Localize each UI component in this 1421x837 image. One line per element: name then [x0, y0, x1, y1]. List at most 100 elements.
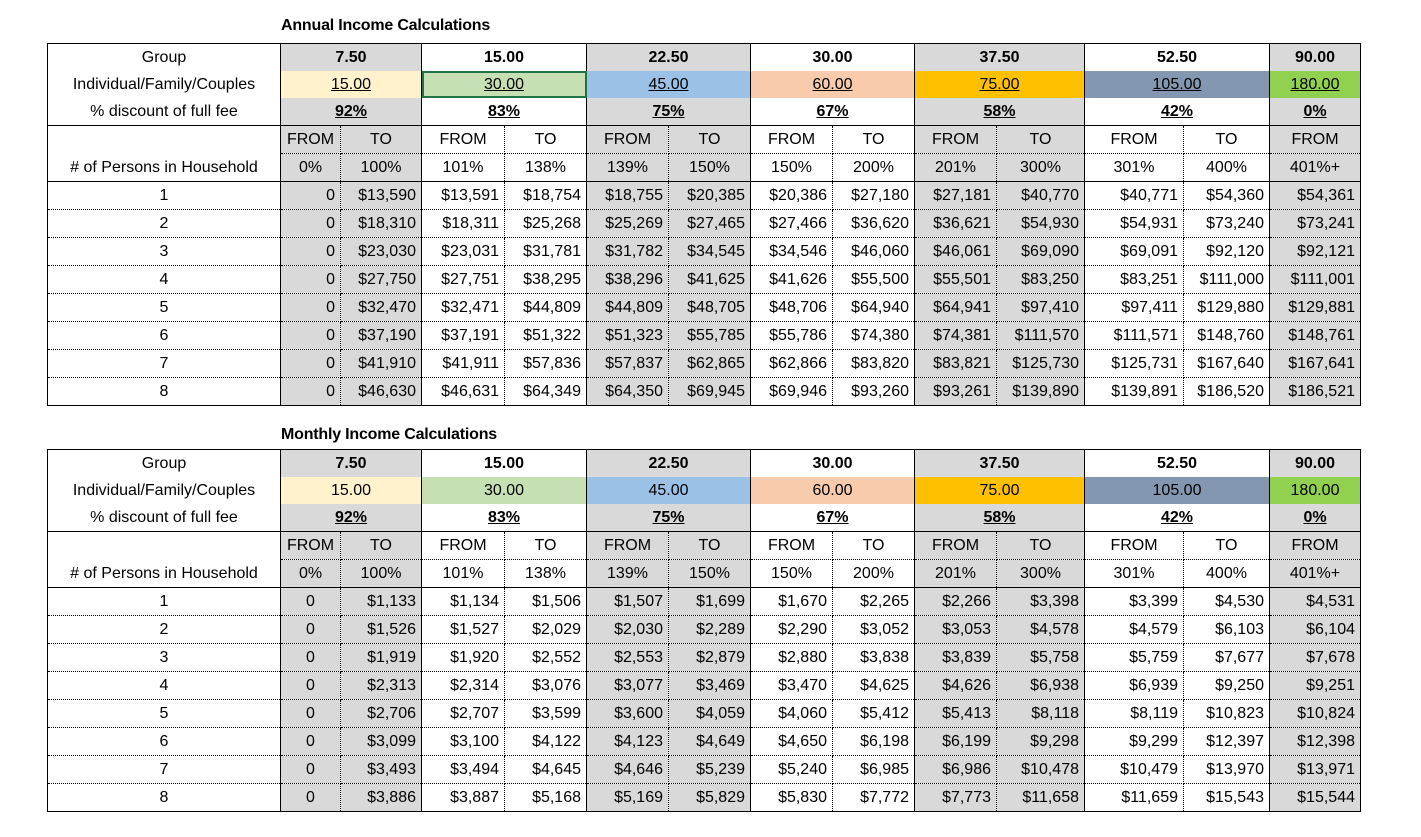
income-cell[interactable]: $41,626 [750, 265, 833, 294]
income-cell[interactable]: $6,985 [832, 755, 915, 784]
income-cell[interactable]: $3,076 [504, 671, 587, 700]
income-cell[interactable]: $2,265 [832, 587, 915, 616]
income-cell[interactable]: $12,397 [1183, 727, 1270, 756]
income-cell[interactable]: $7,677 [1183, 643, 1270, 672]
income-cell[interactable]: $46,060 [832, 237, 915, 266]
income-cell[interactable]: $20,385 [668, 181, 751, 210]
income-cell[interactable]: $148,760 [1183, 321, 1270, 350]
income-cell[interactable]: $3,600 [586, 699, 669, 728]
income-cell[interactable]: $20,386 [750, 181, 833, 210]
income-cell[interactable]: $3,099 [340, 727, 422, 756]
income-cell[interactable]: $34,545 [668, 237, 751, 266]
income-cell[interactable]: $129,881 [1269, 293, 1361, 322]
income-cell[interactable]: $38,296 [586, 265, 669, 294]
income-cell[interactable]: $74,381 [914, 321, 997, 350]
income-cell[interactable]: $167,641 [1269, 349, 1361, 378]
income-cell[interactable]: $13,590 [340, 181, 422, 210]
income-cell[interactable]: $64,940 [832, 293, 915, 322]
income-cell[interactable]: $6,986 [914, 755, 997, 784]
income-cell[interactable]: $46,631 [421, 377, 505, 406]
income-cell[interactable]: $5,239 [668, 755, 751, 784]
income-cell[interactable]: $2,314 [421, 671, 505, 700]
income-cell[interactable]: $2,552 [504, 643, 587, 672]
income-cell[interactable]: $1,699 [668, 587, 751, 616]
income-cell[interactable]: $11,659 [1084, 783, 1184, 812]
income-cell[interactable]: 0 [280, 699, 341, 728]
income-cell[interactable]: $5,413 [914, 699, 997, 728]
income-cell[interactable]: $9,299 [1084, 727, 1184, 756]
income-cell[interactable]: $5,829 [668, 783, 751, 812]
income-cell[interactable]: $5,830 [750, 783, 833, 812]
income-cell[interactable]: $92,121 [1269, 237, 1361, 266]
income-cell[interactable]: $27,466 [750, 209, 833, 238]
family-fee-cell[interactable]: 180.00 [1269, 477, 1361, 504]
income-cell[interactable]: $44,809 [586, 293, 669, 322]
income-cell[interactable]: $25,269 [586, 209, 669, 238]
income-cell[interactable]: $6,938 [996, 671, 1085, 700]
income-cell[interactable]: $1,527 [421, 615, 505, 644]
income-cell[interactable]: $1,507 [586, 587, 669, 616]
income-cell[interactable]: $2,707 [421, 699, 505, 728]
income-cell[interactable]: $111,001 [1269, 265, 1361, 294]
income-cell[interactable]: $4,123 [586, 727, 669, 756]
family-fee-cell[interactable]: 15.00 [280, 71, 422, 98]
income-cell[interactable]: $3,886 [340, 783, 422, 812]
income-cell[interactable]: $1,134 [421, 587, 505, 616]
income-cell[interactable]: $27,465 [668, 209, 751, 238]
income-cell[interactable]: $54,360 [1183, 181, 1270, 210]
income-cell[interactable]: $10,824 [1269, 699, 1361, 728]
income-cell[interactable]: $3,053 [914, 615, 997, 644]
income-cell[interactable]: $1,526 [340, 615, 422, 644]
income-cell[interactable]: $6,103 [1183, 615, 1270, 644]
income-cell[interactable]: $83,820 [832, 349, 915, 378]
income-cell[interactable]: $139,891 [1084, 377, 1184, 406]
income-cell[interactable]: $18,754 [504, 181, 587, 210]
income-cell[interactable]: $4,626 [914, 671, 997, 700]
income-cell[interactable]: $4,059 [668, 699, 751, 728]
income-cell[interactable]: 0 [280, 181, 341, 210]
income-cell[interactable]: $15,544 [1269, 783, 1361, 812]
income-cell[interactable]: $2,706 [340, 699, 422, 728]
income-cell[interactable]: $167,640 [1183, 349, 1270, 378]
income-cell[interactable]: 0 [280, 237, 341, 266]
family-fee-cell[interactable]: 75.00 [914, 71, 1085, 98]
income-cell[interactable]: $92,120 [1183, 237, 1270, 266]
income-cell[interactable]: $18,755 [586, 181, 669, 210]
income-cell[interactable]: $32,471 [421, 293, 505, 322]
income-cell[interactable]: $3,838 [832, 643, 915, 672]
income-cell[interactable]: $64,350 [586, 377, 669, 406]
income-cell[interactable]: 0 [280, 321, 341, 350]
income-cell[interactable]: $83,250 [996, 265, 1085, 294]
income-cell[interactable]: $37,190 [340, 321, 422, 350]
income-cell[interactable]: $69,946 [750, 377, 833, 406]
income-cell[interactable]: $15,543 [1183, 783, 1270, 812]
income-cell[interactable]: $111,570 [996, 321, 1085, 350]
income-cell[interactable]: $4,578 [996, 615, 1085, 644]
income-cell[interactable]: $23,031 [421, 237, 505, 266]
income-cell[interactable]: $57,836 [504, 349, 587, 378]
income-cell[interactable]: $3,494 [421, 755, 505, 784]
family-fee-cell[interactable]: 60.00 [750, 71, 915, 98]
family-fee-cell[interactable]: 30.00 [421, 71, 587, 98]
income-cell[interactable]: $93,261 [914, 377, 997, 406]
income-cell[interactable]: $186,521 [1269, 377, 1361, 406]
income-cell[interactable]: $3,887 [421, 783, 505, 812]
income-cell[interactable]: $93,260 [832, 377, 915, 406]
income-cell[interactable]: $55,501 [914, 265, 997, 294]
income-cell[interactable]: $18,311 [421, 209, 505, 238]
income-cell[interactable]: $2,313 [340, 671, 422, 700]
family-fee-cell[interactable]: 60.00 [750, 477, 915, 504]
income-cell[interactable]: $5,169 [586, 783, 669, 812]
income-cell[interactable]: $48,706 [750, 293, 833, 322]
income-cell[interactable]: $2,553 [586, 643, 669, 672]
income-cell[interactable]: $2,879 [668, 643, 751, 672]
income-cell[interactable]: $8,118 [996, 699, 1085, 728]
income-cell[interactable]: $7,678 [1269, 643, 1361, 672]
income-cell[interactable]: $27,751 [421, 265, 505, 294]
income-cell[interactable]: $8,119 [1084, 699, 1184, 728]
income-cell[interactable]: $36,621 [914, 209, 997, 238]
income-cell[interactable]: $41,911 [421, 349, 505, 378]
family-fee-cell[interactable]: 45.00 [586, 477, 751, 504]
family-fee-cell[interactable]: 75.00 [914, 477, 1085, 504]
income-cell[interactable]: $10,479 [1084, 755, 1184, 784]
